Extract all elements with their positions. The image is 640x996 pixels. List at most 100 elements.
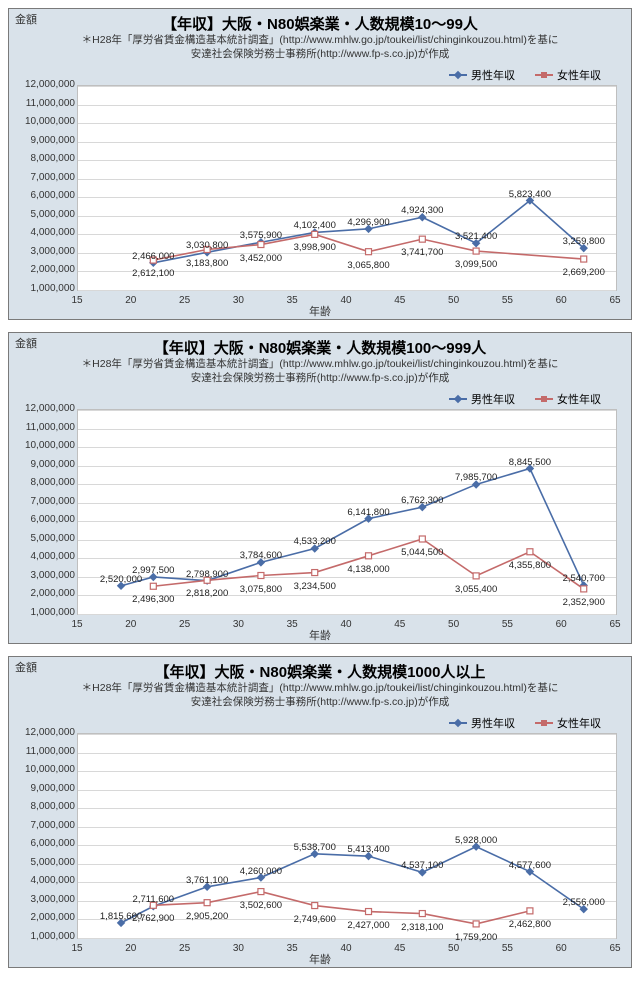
y-tick: 12,000,000 — [15, 727, 75, 738]
x-tick: 40 — [340, 943, 351, 954]
data-label-male: 5,413,400 — [347, 844, 389, 855]
data-label-female: 3,741,700 — [401, 247, 443, 258]
y-tick: 10,000,000 — [15, 764, 75, 775]
data-label-female: 3,099,500 — [455, 259, 497, 270]
x-tick: 55 — [502, 943, 513, 954]
data-label-male: 6,762,300 — [401, 495, 443, 506]
data-label-female: 3,065,800 — [347, 260, 389, 271]
y-tick: 7,000,000 — [15, 172, 75, 183]
x-tick: 25 — [179, 295, 190, 306]
data-label-female: 3,055,400 — [455, 584, 497, 595]
y-axis-label: 金額 — [15, 659, 37, 675]
y-tick: 3,000,000 — [15, 894, 75, 905]
y-tick: 12,000,000 — [15, 403, 75, 414]
x-tick: 55 — [502, 619, 513, 630]
x-tick: 65 — [609, 943, 620, 954]
y-tick: 8,000,000 — [15, 477, 75, 488]
chart-title: 【年収】大阪・N80娯楽業・人数規模100～999人 — [9, 333, 631, 358]
x-tick: 15 — [71, 619, 82, 630]
data-label-male: 3,030,800 — [186, 240, 228, 251]
x-tick: 50 — [448, 943, 459, 954]
x-tick: 50 — [448, 619, 459, 630]
chart-panel: 【年収】大阪・N80娯楽業・人数規模1000人以上＊H28年「厚労省賃金構造基本… — [8, 656, 632, 968]
data-label-male: 3,521,400 — [455, 231, 497, 242]
legend: 男性年収 女性年収 — [449, 715, 601, 731]
data-label-female: 3,502,600 — [240, 900, 282, 911]
data-label-male: 2,798,900 — [186, 569, 228, 580]
data-label-female: 2,427,000 — [347, 920, 389, 931]
legend-male: 男性年収 — [449, 67, 515, 83]
data-label-female: 5,044,500 — [401, 547, 443, 558]
y-tick: 11,000,000 — [15, 746, 75, 757]
data-label-male: 4,924,300 — [401, 205, 443, 216]
data-label-female: 2,669,200 — [563, 267, 605, 278]
data-label-female: 3,075,800 — [240, 584, 282, 595]
data-label-male: 4,533,200 — [294, 536, 336, 547]
data-label-female: 4,138,000 — [347, 564, 389, 575]
y-tick: 4,000,000 — [15, 227, 75, 238]
data-label-male: 2,997,500 — [132, 565, 174, 576]
y-tick: 1,000,000 — [15, 607, 75, 618]
y-tick: 1,000,000 — [15, 283, 75, 294]
y-tick: 7,000,000 — [15, 820, 75, 831]
data-label-female: 3,234,500 — [294, 581, 336, 592]
data-label-female: 2,749,600 — [294, 914, 336, 925]
x-tick: 65 — [609, 619, 620, 630]
y-tick: 6,000,000 — [15, 838, 75, 849]
y-tick: 3,000,000 — [15, 246, 75, 257]
data-label-female: 1,759,200 — [455, 932, 497, 943]
chart-title: 【年収】大阪・N80娯楽業・人数規模10～99人 — [9, 9, 631, 34]
x-tick: 40 — [340, 619, 351, 630]
x-tick: 45 — [394, 943, 405, 954]
data-label-female: 3,183,800 — [186, 258, 228, 269]
y-tick: 10,000,000 — [15, 116, 75, 127]
legend-male: 男性年収 — [449, 715, 515, 731]
y-tick: 6,000,000 — [15, 514, 75, 525]
y-tick: 5,000,000 — [15, 533, 75, 544]
chart-panel: 【年収】大阪・N80娯楽業・人数規模100～999人＊H28年「厚労省賃金構造基… — [8, 332, 632, 644]
x-tick: 35 — [287, 619, 298, 630]
y-tick: 4,000,000 — [15, 551, 75, 562]
plot-area: 2,520,0002,997,5002,496,3002,798,9002,81… — [77, 409, 617, 615]
legend-female: 女性年収 — [535, 715, 601, 731]
data-label-female: 2,818,200 — [186, 588, 228, 599]
data-label-male: 5,928,000 — [455, 835, 497, 846]
y-tick: 2,000,000 — [15, 588, 75, 599]
x-tick: 60 — [556, 295, 567, 306]
data-label-male: 5,538,700 — [294, 842, 336, 853]
y-tick: 2,000,000 — [15, 264, 75, 275]
data-label-male: 4,260,000 — [240, 866, 282, 877]
data-label-male: 4,296,900 — [347, 217, 389, 228]
data-label-male: 2,466,000 — [132, 251, 174, 262]
y-tick: 8,000,000 — [15, 801, 75, 812]
y-tick: 9,000,000 — [15, 783, 75, 794]
chart-note: ＊H28年「厚労省賃金構造基本統計調査」(http://www.mhlw.go.… — [9, 358, 631, 385]
x-tick: 15 — [71, 295, 82, 306]
plot-area: 1,815,6002,711,6002,762,9003,761,1002,90… — [77, 733, 617, 939]
data-label-male: 3,784,600 — [240, 550, 282, 561]
x-tick: 15 — [71, 943, 82, 954]
y-tick: 7,000,000 — [15, 496, 75, 507]
data-label-male: 4,537,100 — [401, 860, 443, 871]
x-tick: 55 — [502, 295, 513, 306]
data-label-female: 2,318,100 — [401, 922, 443, 933]
x-tick: 30 — [233, 295, 244, 306]
x-tick: 20 — [125, 295, 136, 306]
x-tick: 20 — [125, 619, 136, 630]
plot-area: 2,466,0002,612,1003,030,8003,183,8003,57… — [77, 85, 617, 291]
data-label-male: 4,577,600 — [509, 860, 551, 871]
legend: 男性年収女性年収 — [449, 67, 601, 83]
legend-male: 男性年収 — [449, 391, 515, 407]
y-tick: 11,000,000 — [15, 422, 75, 433]
data-label-female: 2,352,900 — [563, 597, 605, 608]
data-label-female: 2,496,300 — [132, 594, 174, 605]
y-tick: 2,000,000 — [15, 912, 75, 923]
y-axis-label: 金額 — [15, 335, 37, 351]
y-tick: 9,000,000 — [15, 459, 75, 470]
data-label-female: 2,905,200 — [186, 911, 228, 922]
x-tick: 20 — [125, 943, 136, 954]
x-tick: 25 — [179, 943, 190, 954]
legend-female: 女性年収 — [535, 391, 601, 407]
data-label-male: 2,556,000 — [563, 897, 605, 908]
series-svg — [78, 734, 616, 938]
